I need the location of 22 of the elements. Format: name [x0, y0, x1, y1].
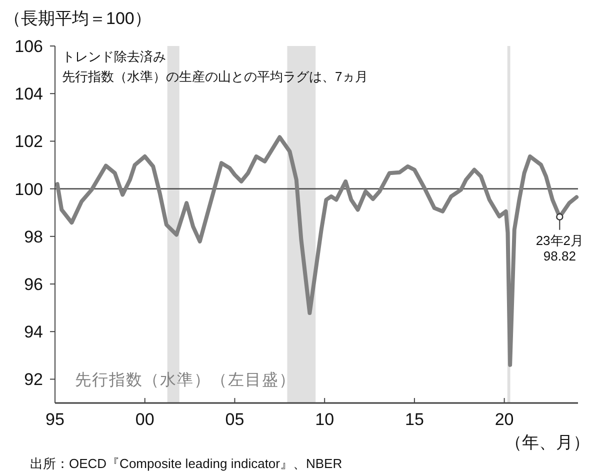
x-axis-title: （年、月） [505, 433, 590, 452]
y-tick-label: 100 [14, 180, 43, 199]
y-tick-label: 106 [14, 37, 43, 56]
y-axis-title: （長期平均＝100） [4, 9, 152, 28]
x-tick-label: 10 [315, 410, 334, 429]
x-tick-label: 00 [135, 410, 154, 429]
line-series [55, 135, 579, 367]
y-tick-label: 96 [24, 275, 43, 294]
x-tick-label: 95 [46, 410, 64, 429]
x-tick-label: 15 [404, 410, 424, 429]
y-tick-label: 94 [24, 322, 43, 342]
annotation: トレンド除去済み [62, 49, 166, 64]
x-tick-label: 05 [225, 410, 244, 429]
y-tick-label: 104 [14, 84, 43, 104]
y-tick-label: 98 [24, 227, 43, 246]
text: 出所：OECD『Composite leading indicator』、NBER [30, 456, 342, 471]
annotation: 23年2月 98.82 [536, 232, 584, 264]
annotation: 先行指数（水準）の生産の山との平均ラグは、7ヵ月 [62, 69, 368, 84]
x-tick-label: 20 [494, 410, 514, 429]
y-tick-label: 92 [24, 370, 43, 390]
text: 先行指数（水準）（左目盛） [75, 371, 296, 389]
y-tick-label: 102 [14, 132, 43, 152]
